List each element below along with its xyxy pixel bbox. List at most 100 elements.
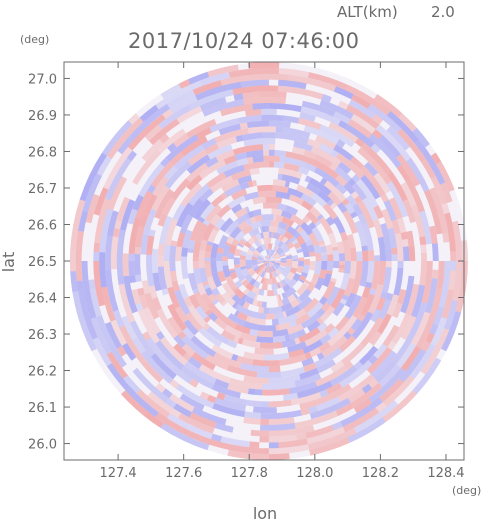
radar-cell (316, 317, 324, 325)
radar-cell (205, 354, 230, 371)
radar-cell (278, 68, 310, 78)
radar-cell (214, 378, 230, 389)
radar-cell (255, 275, 260, 281)
radar-cell (85, 193, 100, 224)
radar-cell (190, 335, 217, 358)
radar-cell (241, 237, 248, 243)
radar-cell (267, 289, 275, 297)
radar-cell (72, 291, 93, 342)
radar-cell (151, 161, 174, 188)
radar-cell (246, 290, 257, 300)
y-tick-label: 26.1 (28, 401, 57, 416)
radar-cell (401, 239, 409, 247)
radar-cell (281, 210, 293, 220)
radar-cell (281, 271, 288, 278)
radar-cell (400, 275, 415, 314)
radar-cell (361, 245, 368, 252)
radar-cell (245, 212, 250, 220)
radar-cell (151, 185, 170, 211)
radar-cell (256, 336, 274, 343)
radar-cell (249, 441, 260, 448)
radar-cell (296, 226, 304, 234)
radar-cell (166, 413, 213, 440)
radar-cell (249, 328, 258, 337)
radar-cell (141, 280, 151, 295)
radar-cell (252, 254, 258, 258)
radar-cell (246, 399, 262, 408)
radar-cell (283, 162, 300, 172)
radar-cell (182, 327, 195, 340)
radar-cell (311, 159, 339, 180)
radar-cell (266, 237, 272, 244)
radar-cell (202, 222, 215, 242)
radar-cell (278, 294, 282, 301)
radar-cell (186, 174, 203, 191)
radar-cell (110, 236, 119, 270)
radar-cell (245, 218, 253, 226)
radar-cell (274, 262, 281, 266)
radar-cell (347, 388, 366, 403)
radar-cell (290, 214, 305, 227)
radar-cell (148, 208, 157, 217)
radar-cell (261, 401, 269, 408)
radar-cell (344, 261, 351, 274)
radar-cell (325, 286, 340, 306)
radar-cell (199, 391, 210, 400)
radar-cell (251, 256, 258, 260)
radar-cell (265, 266, 268, 273)
radar-cell (135, 302, 144, 312)
radar-cell (207, 394, 217, 404)
radar-cell (213, 159, 227, 170)
radar-cell (210, 214, 222, 226)
radar-cell (308, 232, 319, 247)
radar-cell (186, 154, 211, 174)
radar-cell (189, 412, 217, 428)
radar-cell (221, 329, 236, 342)
radar-cell (229, 292, 236, 299)
radar-cell (251, 234, 259, 243)
radar-cell (150, 353, 177, 380)
radar-cell (223, 155, 237, 165)
radar-cell (70, 199, 86, 251)
radar-cell (132, 194, 144, 211)
radar-cell (204, 250, 212, 258)
radar-cell (170, 95, 198, 114)
radar-cell (293, 241, 301, 250)
radar-cell (304, 175, 312, 183)
radar-cell (237, 175, 252, 185)
radar-cell (296, 184, 314, 198)
radar-cell (378, 299, 392, 320)
radar-cell (273, 263, 280, 268)
radar-cell (275, 324, 280, 331)
radar-cell (246, 249, 254, 256)
radar-cell (218, 123, 241, 136)
radar-cell (300, 106, 341, 126)
radar-cell (186, 118, 217, 139)
radar-cell (148, 285, 158, 299)
radar-cell (335, 174, 348, 187)
radar-cell (192, 288, 200, 295)
radar-cell (220, 192, 228, 200)
radar-cell (316, 359, 336, 374)
radar-cell (346, 194, 358, 207)
radar-cell (377, 236, 386, 261)
radar-cell (79, 152, 107, 202)
x-tick-label: 127.4 (99, 466, 136, 481)
radar-cell (387, 227, 397, 249)
radar-cell (302, 264, 310, 274)
radar-cell (281, 292, 288, 300)
radar-cell (162, 388, 173, 399)
altitude-label: ALT(km) (337, 3, 398, 21)
radar-cell (362, 250, 369, 261)
radar-cell (369, 331, 382, 346)
radar-cell (321, 94, 332, 103)
radar-cell (421, 159, 436, 179)
radar-cell (243, 375, 269, 384)
radar-cell (238, 114, 262, 124)
radar-cell (157, 255, 164, 267)
radar-cell (251, 259, 258, 264)
radar-cell (177, 331, 187, 340)
y-axis-title: lat (0, 252, 18, 273)
radar-cell (247, 388, 256, 395)
radar-cell (307, 244, 315, 253)
